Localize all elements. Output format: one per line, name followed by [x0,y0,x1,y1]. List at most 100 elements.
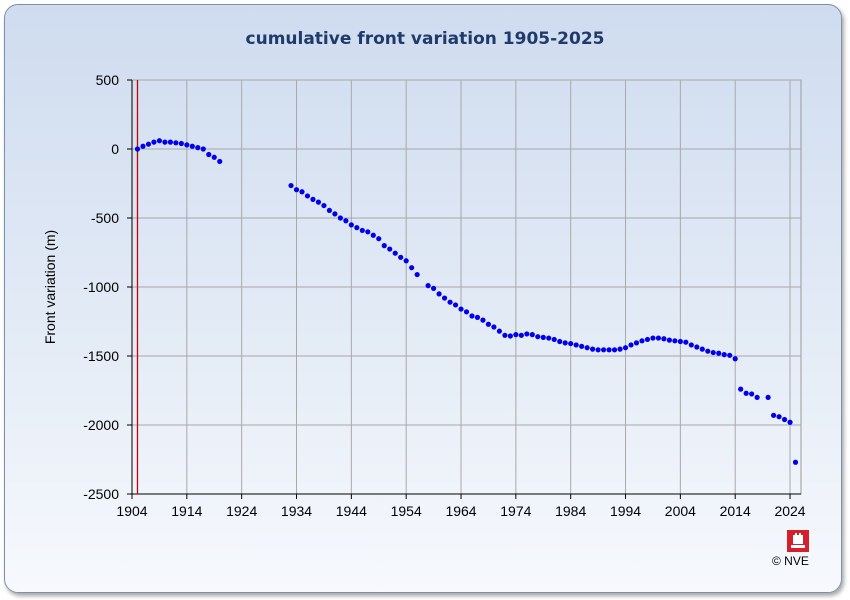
data-point [195,145,201,151]
y-tick-label: 500 [96,72,120,88]
data-point [458,306,464,312]
chart-panel [4,4,842,593]
data-point [661,336,667,342]
data-point [173,140,179,146]
x-tick-label: 1984 [555,503,586,519]
data-point [206,151,212,158]
data-point [156,138,163,144]
data-point [304,193,311,199]
data-point [310,196,316,202]
data-point [595,347,601,353]
data-point [699,346,705,352]
data-point [151,139,157,145]
data-point [436,291,442,297]
data-point [315,199,322,205]
data-point [365,229,371,235]
data-point [200,146,206,152]
data-point [469,313,475,319]
data-point [430,285,437,291]
data-point [727,352,733,358]
y-tick-labels: 500 0 -500 -1000 -1500 -2000 -2500 [83,72,119,502]
data-point [535,334,541,340]
nve-logo-icon [787,530,809,552]
chart-title: cumulative front variation 1905-2025 [246,29,605,49]
data-point [134,146,141,152]
x-tick-label: 2014 [720,503,751,519]
y-tick-label: 0 [111,141,119,157]
y-tick-label: -2000 [83,417,119,433]
data-point [705,348,711,354]
data-point [622,345,629,351]
data-point [694,344,700,350]
y-tick-label: -1500 [83,348,119,364]
y-tick-label: -2500 [83,486,119,502]
data-point [683,339,689,345]
data-point [732,356,738,362]
data-point [217,158,223,165]
data-point [288,182,294,189]
data-point [787,419,793,425]
data-point [496,328,503,334]
data-point [321,202,327,209]
data-point [650,335,656,341]
data-point [452,302,459,308]
data-point [392,250,398,256]
data-point [409,265,415,271]
data-point [529,332,535,338]
y-axis-label: Front variation (m) [42,230,58,344]
data-point [184,142,190,148]
data-point [381,243,387,249]
data-point [781,416,788,423]
data-point [765,394,771,400]
data-point [167,139,173,145]
data-point [644,336,651,343]
data-point [666,337,672,343]
data-points [134,138,799,465]
x-tick-label: 1944 [336,503,367,519]
x-tick-label: 1914 [171,503,202,519]
data-point [480,317,486,323]
data-point [754,394,760,400]
x-tick-label: 1924 [226,503,257,519]
data-point [573,342,579,348]
data-point [776,414,782,420]
data-point [140,143,146,149]
data-point [628,342,634,348]
data-point [425,283,431,289]
data-point [677,338,683,345]
data-point [354,225,360,231]
x-tick-label: 1934 [281,503,312,519]
data-point [606,347,612,353]
copyright-text: © NVE [772,554,809,568]
data-point [145,141,152,147]
x-tick-labels: 1904 1914 1924 1934 1944 1954 1964 1974 1984 1994… [116,503,805,519]
data-point [463,309,470,315]
data-point [502,332,508,338]
data-point [721,352,727,358]
data-point [770,412,777,418]
x-tick-label: 1964 [445,503,476,519]
data-point [716,350,722,356]
data-point [398,254,404,260]
data-point [403,258,409,264]
data-point [337,215,343,221]
data-point [211,154,217,160]
data-point [524,331,530,337]
axes [127,79,801,499]
data-point [491,324,497,330]
y-tick-label: -500 [91,210,119,226]
y-tick-label: -1000 [83,279,119,295]
data-point [507,333,513,339]
data-point [540,334,546,340]
data-point [617,346,623,352]
x-tick-label: 1904 [116,503,147,519]
data-point [749,391,755,397]
data-point [414,271,420,278]
grid-lines [131,79,802,495]
data-point [590,346,596,352]
data-point [343,218,349,224]
data-point [348,222,354,228]
data-point [189,143,195,149]
data-point [518,332,524,338]
